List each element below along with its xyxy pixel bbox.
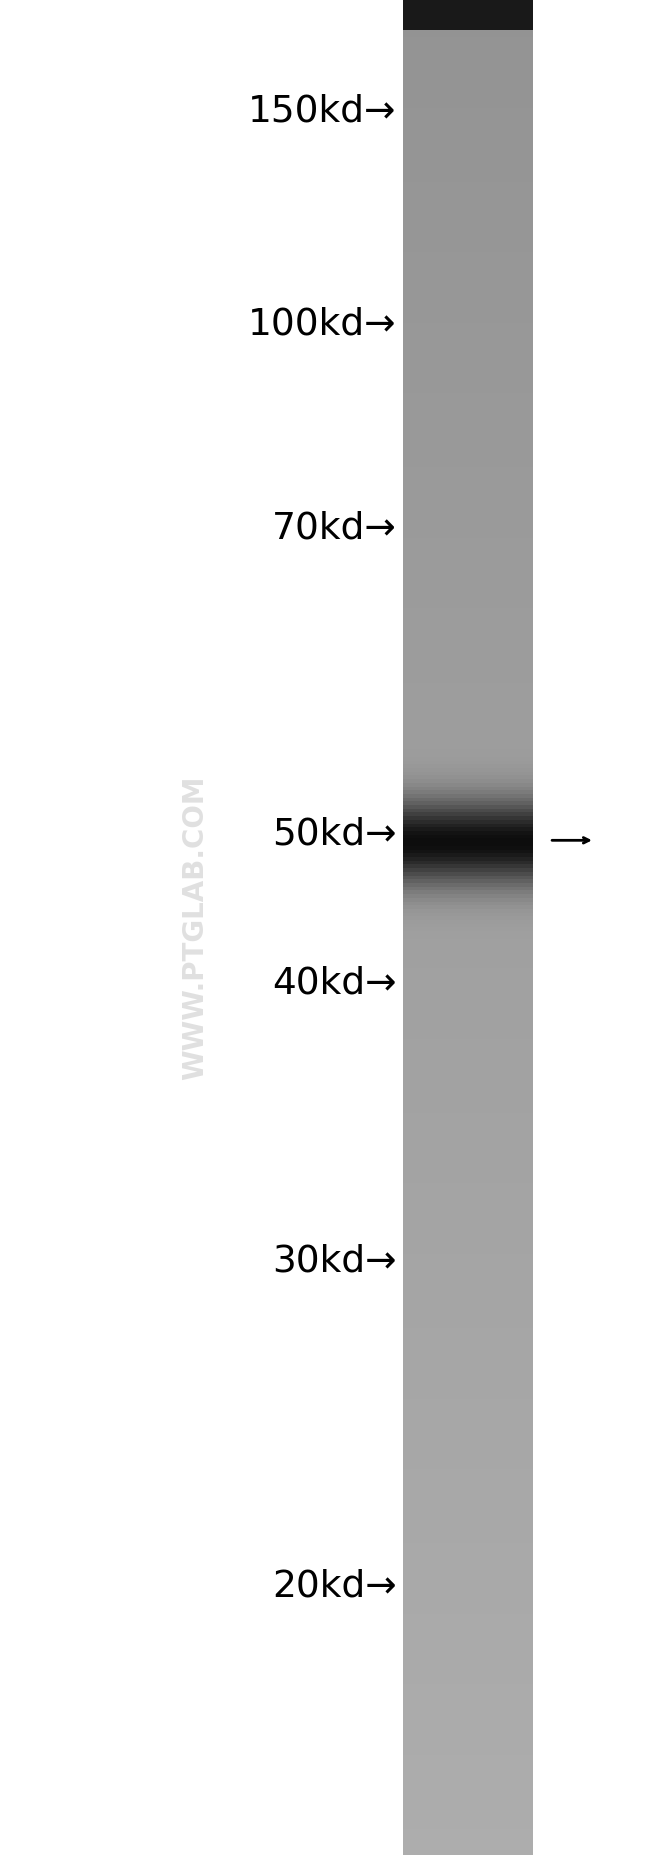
Text: 150kd→: 150kd→ [248, 93, 396, 130]
Text: 50kd→: 50kd→ [272, 816, 396, 853]
Text: WWW.PTGLAB.COM: WWW.PTGLAB.COM [181, 775, 209, 1080]
Text: 100kd→: 100kd→ [248, 306, 396, 343]
Text: 20kd→: 20kd→ [272, 1567, 396, 1605]
Text: 40kd→: 40kd→ [272, 965, 396, 1002]
Text: 70kd→: 70kd→ [272, 510, 396, 547]
Text: 30kd→: 30kd→ [272, 1243, 396, 1280]
